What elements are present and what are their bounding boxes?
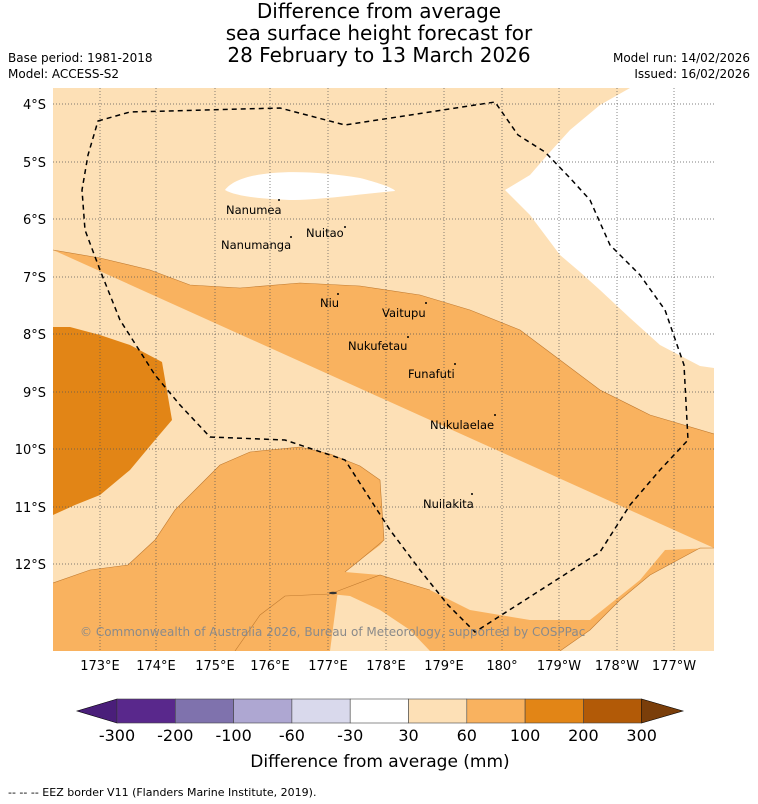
place-nukulaelae: Nukulaelae [430, 418, 494, 432]
chart-title: Difference from average sea surface heig… [0, 0, 758, 66]
colorbar-segment [408, 698, 468, 724]
title-line-3: 28 February to 13 March 2026 [227, 43, 531, 67]
lat-labels: 4°S 5°S 6°S 7°S 8°S 9°S 10°S 11°S 12°S [15, 98, 46, 573]
lon-label: 180° [486, 659, 517, 674]
colorbar-ticks: -300 -200 -100 -60 -30 30 60 100 200 300 [99, 726, 657, 745]
eez-footnote: -- -- -- EEZ border V11 (Flanders Marine… [8, 786, 317, 799]
colorbar-tick-label: 300 [626, 726, 657, 745]
lon-label: 176°E [250, 659, 290, 674]
lat-label: 5°S [23, 156, 46, 171]
lat-label: 12°S [15, 558, 46, 573]
place-vaitupu: Vaitupu [382, 306, 426, 320]
title-line-1: Difference from average [256, 0, 502, 23]
place-nuitao: Nuitao [306, 226, 344, 240]
island-nanumea-dot [278, 199, 280, 201]
lon-labels: 173°E 174°E 175°E 176°E 177°E 178°E 179°E 180° 1… [80, 659, 696, 674]
graticule [53, 88, 714, 651]
lon-label: 178°E [366, 659, 406, 674]
colorbar-segment [583, 698, 643, 724]
island-niu-dot [337, 293, 339, 295]
island-funafuti-dot [454, 363, 456, 365]
colorbar-tick-label: -200 [157, 726, 193, 745]
band-100-200 [53, 327, 172, 515]
island-vaitupu-dot [425, 302, 427, 304]
colorbar-segment [349, 698, 409, 724]
model-run: Model run: 14/02/2026 [612, 51, 750, 65]
band-boundaries [53, 249, 714, 651]
colorbar-segment [233, 698, 293, 724]
place-funafuti: Funafuti [408, 367, 455, 381]
place-nuilakita: Nuilakita [423, 497, 474, 511]
band-white-north [225, 172, 395, 200]
colorbar-segment [116, 698, 176, 724]
island-nuitao-dot [344, 226, 346, 228]
lat-label: 8°S [23, 328, 46, 343]
map-fill-layer [53, 88, 714, 651]
colorbar [75, 698, 685, 724]
meta-left: Base period: 1981-2018 Model: ACCESS-S2 [8, 50, 153, 82]
lat-label: 10°S [15, 443, 46, 458]
band-60-100-west [53, 250, 384, 651]
lon-label: 178°W [595, 659, 639, 674]
lat-label: 4°S [23, 98, 46, 113]
colorbar-tick-label: 100 [510, 726, 541, 745]
band-white-east [505, 88, 714, 368]
meta-right: Model run: 14/02/2026 Issued: 16/02/2026 [613, 50, 750, 82]
lon-label: 174°E [136, 659, 176, 674]
island-nanumanga-dot [290, 236, 292, 238]
island-nuilakita-dot [471, 493, 473, 495]
colorbar-label: Difference from average (mm) [250, 752, 509, 772]
colorbar-segment [175, 698, 234, 724]
island-nukulaelae-dot [494, 414, 496, 416]
colorbar-tick-label: -300 [99, 726, 135, 745]
base-period: Base period: 1981-2018 [8, 51, 153, 65]
places-layer: Nanumea Nuitao Nanumanga Niu Vaitupu Nuk… [221, 199, 496, 595]
lat-label: 11°S [15, 501, 46, 516]
colorbar-segment [524, 698, 584, 724]
lon-label: 179°W [537, 659, 581, 674]
lat-label: 9°S [23, 386, 46, 401]
place-nanumanga: Nanumanga [221, 238, 291, 252]
colorbar-segment [466, 698, 526, 724]
lon-label: 175°E [195, 659, 235, 674]
colorbar-tick-label: -30 [337, 726, 363, 745]
colorbar-tick-label: -100 [215, 726, 251, 745]
place-nukufetau: Nukufetau [348, 339, 407, 353]
issued-date: Issued: 16/02/2026 [634, 67, 750, 81]
colorbar-extend-high [641, 698, 685, 724]
island-nukufetau-dot [407, 336, 409, 338]
colorbar-tick-label: 30 [398, 726, 418, 745]
lat-label: 7°S [23, 271, 46, 286]
reef-marker [329, 591, 337, 595]
colorbar-tick-label: 60 [457, 726, 477, 745]
place-niu: Niu [320, 296, 339, 310]
colorbar-tick-label: 200 [568, 726, 599, 745]
lon-label: 179°E [424, 659, 464, 674]
colorbar-extend-low [75, 698, 118, 724]
lon-label: 177°W [652, 659, 696, 674]
lon-label: 173°E [80, 659, 120, 674]
lat-label: 6°S [23, 213, 46, 228]
lon-label: 177°E [308, 659, 348, 674]
model-name: Model: ACCESS-S2 [8, 67, 120, 81]
place-nanumea: Nanumea [226, 203, 282, 217]
colorbar-tick-label: -60 [279, 726, 305, 745]
colorbar-segment [291, 698, 351, 724]
copyright-notice: © Commonwealth of Australia 2026, Bureau… [80, 625, 585, 639]
title-line-2: sea surface height forecast for [225, 21, 533, 45]
